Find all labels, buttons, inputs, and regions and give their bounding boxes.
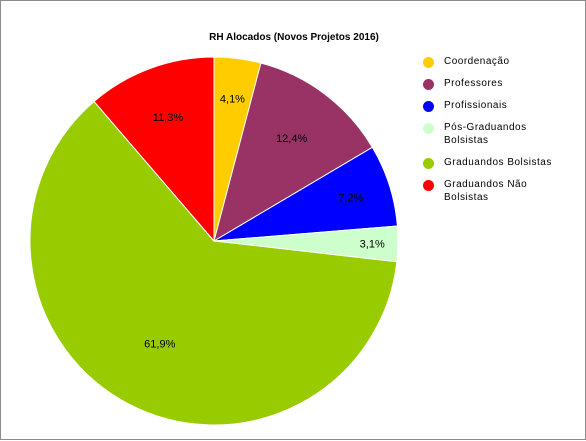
legend-label-profissionais: Profissionais: [444, 100, 508, 111]
pie-slice-4: [29, 100, 398, 426]
legend-label-coordenacao: Coordenação: [444, 56, 510, 67]
legend-marker-graduandos-nao-bolsistas: [423, 180, 434, 191]
pie-data-label-1: 12,4%: [276, 133, 307, 145]
legend-item-profissionais: Profissionais: [421, 100, 586, 123]
pie-slice-1: [213, 62, 374, 243]
legend-item-pos-graduandos-bolsistas: Pós-Graduandos Bolsistas: [421, 122, 586, 158]
pie-data-label-5: 11,3%: [153, 112, 184, 124]
legend-marker-graduandos-bolsistas: [423, 158, 434, 169]
legend-label-professores: Professores: [444, 78, 503, 89]
legend-label-graduandos-bolsistas: Graduandos Bolsistas: [444, 157, 552, 168]
pie-slices: [29, 56, 399, 426]
legend-marker-professores: [423, 79, 434, 90]
pie-data-label-3: 3,1%: [360, 238, 385, 250]
legend-item-graduandos-nao-bolsistas: Graduandos Não Bolsistas: [421, 179, 586, 215]
legend-marker-coordenacao: [423, 57, 434, 68]
legend-label-pos-graduandos-bolsistas: Pós-Graduandos Bolsistas: [444, 122, 527, 146]
legend-item-coordenacao: Coordenação: [421, 56, 586, 79]
pie-slice-5: [93, 56, 215, 243]
legend-item-professores: Professores: [421, 78, 586, 101]
chart-title: RH Alocados (Novos Projetos 2016): [209, 32, 379, 43]
pie-data-label-2: 7,2%: [338, 193, 363, 205]
legend-marker-pos-graduandos-bolsistas: [423, 123, 434, 134]
pie-data-label-0: 4,1%: [220, 94, 245, 106]
pie-data-label-4: 61,9%: [144, 338, 175, 350]
legend: Coordenação Professores Profissionais Pó…: [421, 56, 586, 215]
pie-labels: 4,1% 12,4% 7,2% 3,1% 61,9% 11,3%: [144, 94, 385, 351]
legend-marker-profissionais: [423, 101, 434, 112]
legend-item-graduandos-bolsistas: Graduandos Bolsistas: [421, 157, 586, 180]
legend-label-graduandos-nao-bolsistas: Graduandos Não Bolsistas: [444, 179, 528, 203]
